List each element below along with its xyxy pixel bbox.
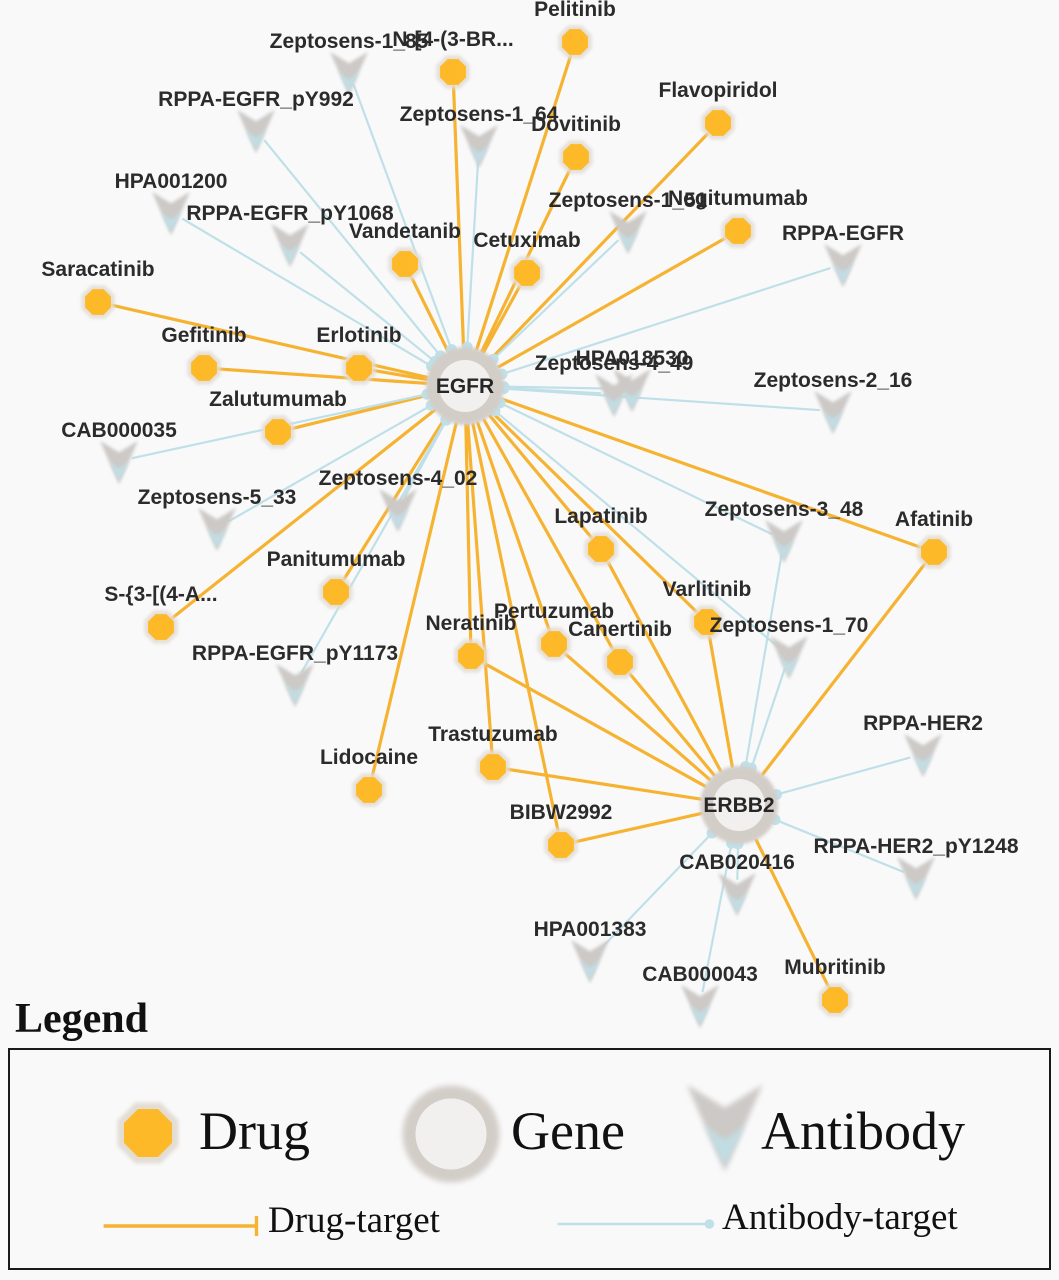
- svg-text:ERBB2: ERBB2: [703, 794, 774, 817]
- svg-text:EGFR: EGFR: [436, 375, 494, 398]
